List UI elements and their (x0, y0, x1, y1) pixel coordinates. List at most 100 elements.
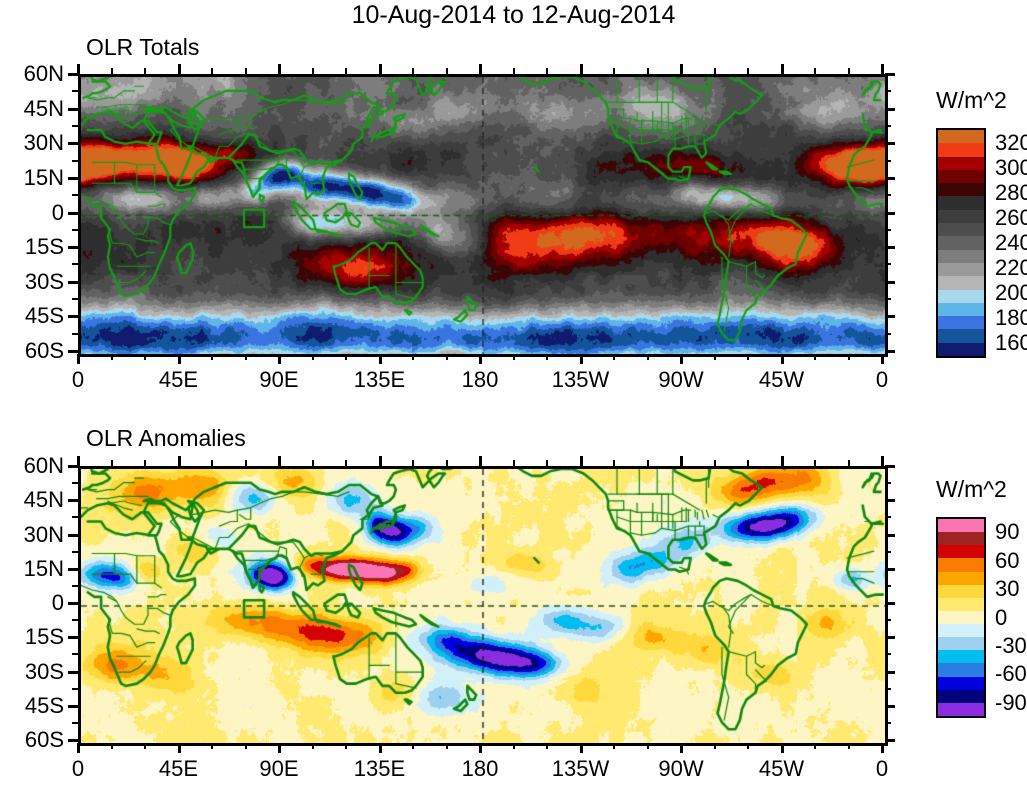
x-tick-minor (110, 743, 113, 749)
colorbar-olr-anomalies[interactable] (936, 517, 986, 718)
colorbar-units-olr-anomalies: W/m^2 (936, 476, 1007, 502)
y-tick-major (68, 246, 78, 250)
x-tick-minor-top (713, 68, 716, 74)
y-tick-major (68, 567, 78, 571)
y-axis-tick-label: 15S (24, 234, 64, 260)
x-tick-minor (244, 743, 247, 749)
y-axis-tick-label: 60N (23, 61, 64, 86)
y-tick-major-right (885, 533, 895, 537)
colorbar-tick-label: 280 (995, 180, 1027, 206)
x-tick-minor-top (613, 68, 615, 74)
colorbar-band (938, 610, 984, 626)
x-tick-minor (512, 743, 515, 749)
colorbar-tick-label: 320 (995, 130, 1027, 156)
x-axis-tick-label: 135W (551, 367, 610, 392)
colorbar-band (938, 650, 984, 665)
x-tick-minor (345, 743, 347, 749)
y-tick-major-right (885, 350, 895, 353)
x-tick-major-top (881, 64, 884, 74)
y-axis-tick-label: 30S (24, 268, 64, 294)
x-tick-minor-top (814, 68, 816, 74)
colorbar-band (938, 532, 984, 547)
y-tick-minor (72, 584, 78, 587)
y-tick-minor-right (885, 263, 891, 266)
colorbar-tick-label: -60 (995, 661, 1027, 687)
y-tick-minor (72, 482, 78, 485)
x-tick-major-top (579, 456, 583, 466)
colorbar-band (938, 316, 984, 331)
y-tick-major-right (885, 567, 895, 571)
x-axis-tick-label: 45W (758, 756, 805, 781)
x-axis-tick-label: 45W (758, 367, 805, 392)
x-tick-major (579, 354, 583, 364)
colorbar-olr-totals[interactable] (936, 128, 986, 358)
x-tick-minor (445, 354, 448, 360)
panel-title-olr-anomalies: OLR Anomalies (86, 425, 246, 451)
x-tick-major-top (77, 64, 80, 74)
map-plot-olr-totals[interactable] (78, 74, 888, 357)
x-tick-major (680, 743, 683, 753)
y-tick-major-right (885, 176, 895, 180)
colorbar-band (938, 302, 984, 318)
x-tick-minor-top (847, 460, 850, 466)
x-tick-major-top (77, 456, 80, 466)
x-tick-major (177, 743, 181, 753)
y-tick-minor-right (885, 653, 891, 656)
x-tick-minor (311, 354, 314, 360)
y-tick-major (68, 315, 78, 319)
y-tick-major (68, 636, 78, 640)
x-tick-minor (646, 743, 649, 749)
y-tick-minor-right (885, 584, 891, 587)
y-tick-minor (72, 687, 78, 690)
y-tick-major-right (885, 315, 895, 319)
x-axis-tick-label: 90E (259, 756, 299, 781)
x-axis-tick-label: 90E (259, 367, 299, 392)
colorbar-band (938, 624, 984, 639)
figure-title: 10-Aug-2014 to 12-Aug-2014 (351, 1, 676, 29)
x-axis-tick-label: 90W (658, 367, 704, 392)
x-tick-minor (412, 354, 414, 360)
map-plot-olr-anomalies[interactable] (78, 466, 888, 746)
colorbar-band (938, 597, 984, 612)
colorbar-tick-label: 260 (995, 205, 1027, 231)
colorbar-tick-label: 90 (995, 519, 1020, 545)
x-tick-minor-top (546, 68, 548, 74)
colorbar-band (938, 342, 984, 356)
colorbar-tick-label: 160 (995, 329, 1027, 355)
x-tick-minor (110, 354, 113, 360)
y-tick-major (68, 533, 78, 537)
x-tick-minor-top (211, 68, 213, 74)
x-tick-major (780, 743, 784, 753)
colorbar-band (938, 558, 984, 573)
y-tick-major-right (885, 73, 895, 76)
colorbar-band (938, 236, 984, 251)
y-axis-tick-label: 15N (23, 555, 64, 581)
colorbar-band (938, 289, 984, 304)
x-tick-minor (847, 743, 850, 749)
colorbar-tick-label: 60 (995, 547, 1020, 573)
y-axis-tick-label: 60N (23, 453, 64, 478)
x-tick-minor-top (747, 68, 749, 74)
y-tick-major-right (885, 211, 895, 215)
x-tick-minor (747, 354, 749, 360)
y-tick-minor-right (885, 124, 891, 127)
x-tick-major (780, 354, 784, 364)
colorbar-band (938, 663, 984, 678)
y-tick-minor-right (885, 687, 891, 690)
x-axis-tick-label: 0 (875, 367, 889, 392)
colorbar-units-olr-totals: W/m^2 (936, 87, 1007, 113)
x-tick-minor-top (144, 68, 146, 74)
colorbar-band (938, 209, 984, 225)
x-tick-minor-top (613, 460, 615, 466)
x-tick-major (278, 743, 281, 753)
y-tick-major-right (885, 670, 895, 674)
y-tick-minor-right (885, 482, 891, 485)
x-tick-major-top (378, 456, 382, 466)
y-axis-tick-label: 0 (51, 590, 64, 615)
y-tick-minor-right (885, 228, 891, 231)
x-tick-minor-top (713, 460, 716, 466)
x-tick-major-top (780, 64, 784, 74)
colorbar-band (938, 223, 984, 238)
x-tick-major-top (177, 64, 181, 74)
